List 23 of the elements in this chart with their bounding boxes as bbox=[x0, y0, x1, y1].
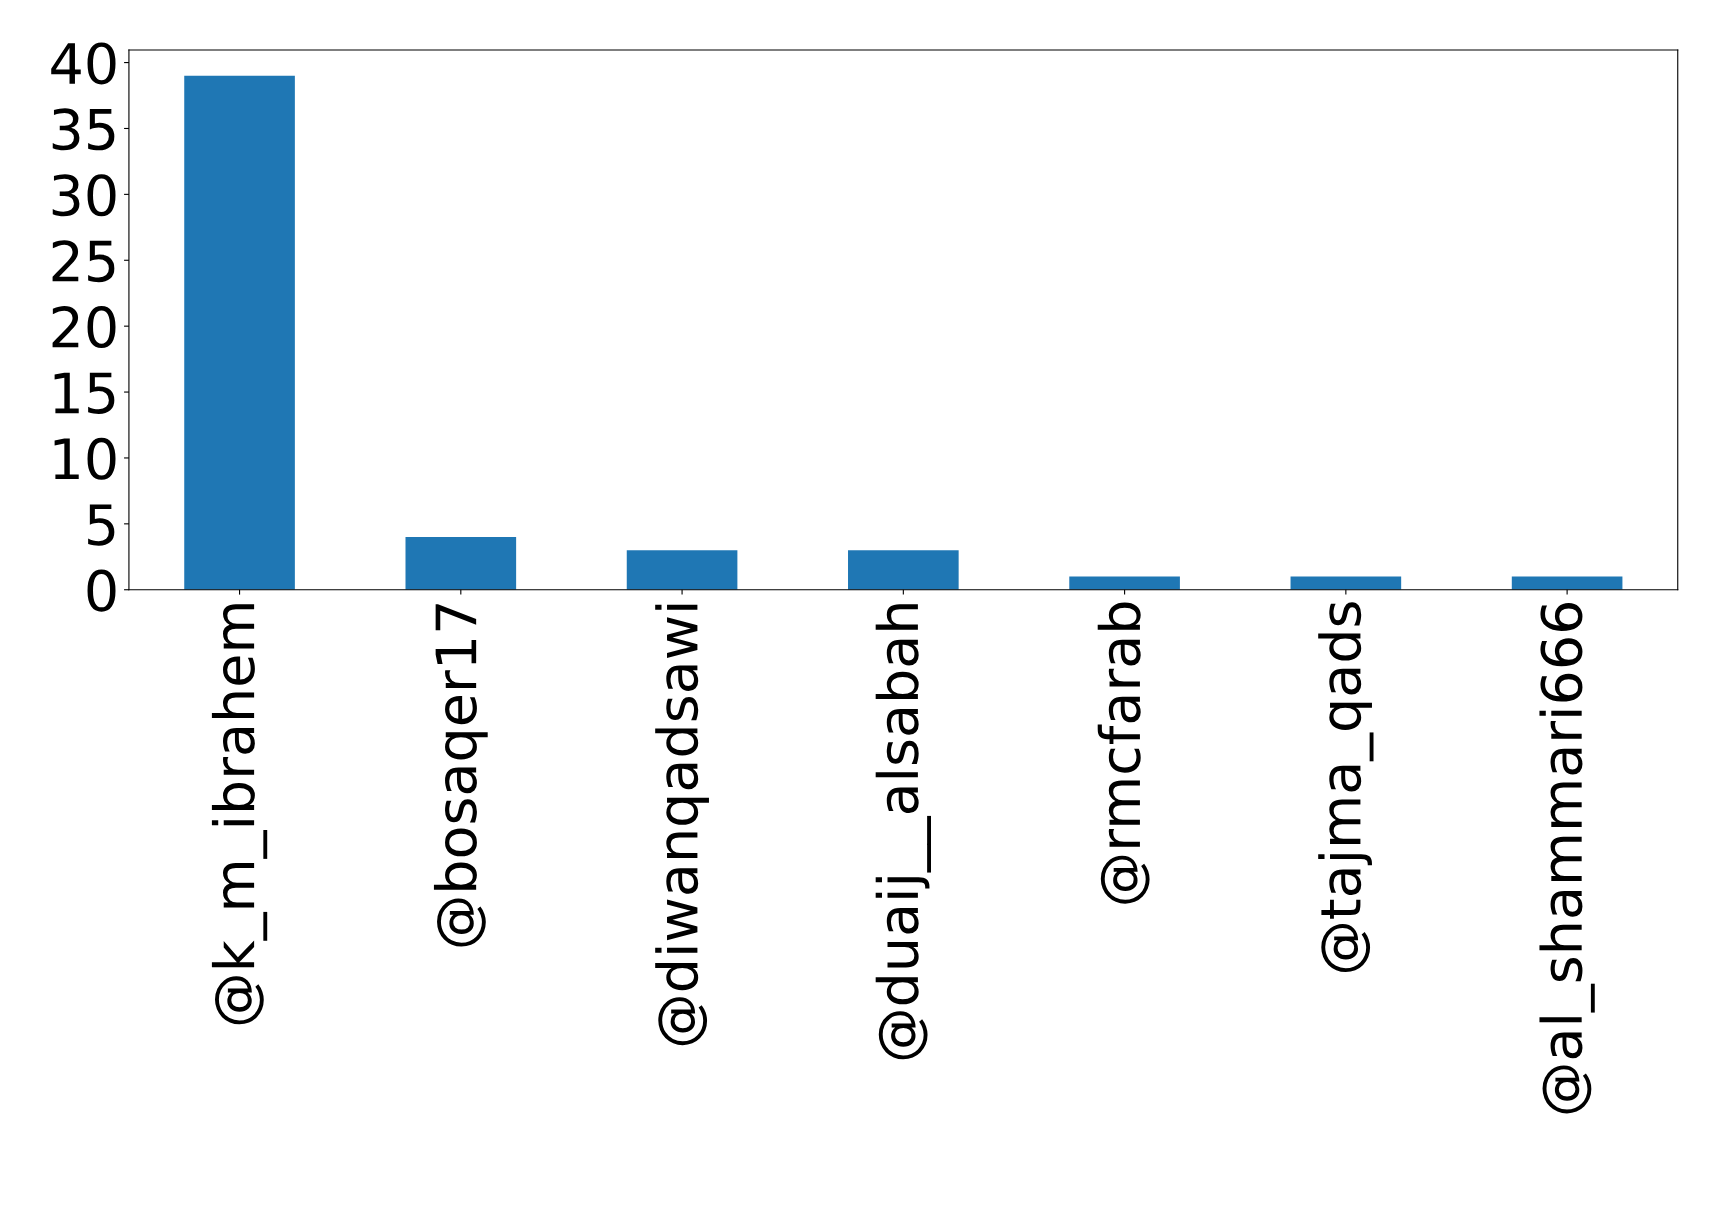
y-tick-label: 15 bbox=[54, 372, 115, 414]
x-tick-label: @k_m_ibrahem bbox=[211, 604, 268, 1025]
x-tick-label: @duaij__alsabah bbox=[875, 604, 931, 1060]
bar bbox=[1069, 576, 1180, 590]
bar bbox=[184, 75, 295, 590]
x-tick-label: @tajma_qads bbox=[1318, 602, 1374, 973]
y-tick-label: 35 bbox=[52, 108, 115, 151]
x-tick-label: @diwanqadsawi bbox=[655, 604, 709, 1046]
x-tick-label: @al_shammari666 bbox=[1539, 602, 1595, 1114]
y-tick-label: 10 bbox=[54, 437, 116, 480]
y-tick-label: 0 bbox=[87, 569, 116, 612]
x-tick-label: @bosaqer17 bbox=[433, 604, 488, 947]
bar bbox=[626, 550, 738, 590]
x-tick-label: @rmcfarab bbox=[1097, 602, 1150, 904]
y-tick-label: 40 bbox=[51, 42, 116, 85]
bar bbox=[405, 537, 517, 590]
bar bbox=[848, 550, 959, 590]
bar bbox=[1511, 576, 1623, 590]
y-tick-label: 5 bbox=[88, 504, 115, 546]
y-tick-label: 30 bbox=[52, 174, 116, 217]
bar bbox=[1290, 576, 1402, 590]
y-tick-label: 20 bbox=[52, 306, 116, 349]
y-tick-label: 25 bbox=[52, 240, 115, 283]
